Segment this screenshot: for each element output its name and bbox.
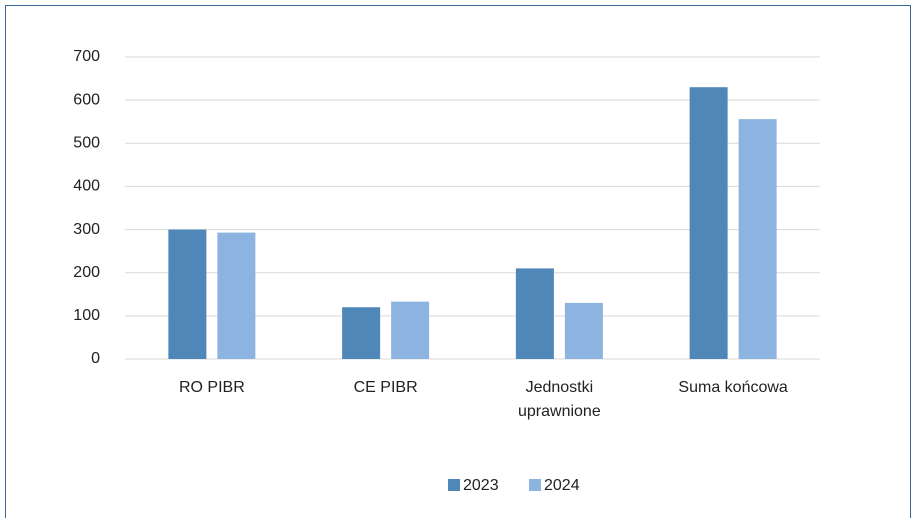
- x-tick-label: Suma końcowa: [678, 379, 788, 396]
- legend-swatch: [529, 479, 541, 491]
- legend-label: 2023: [463, 477, 499, 494]
- bar: [689, 87, 728, 359]
- y-tick-label: 400: [73, 178, 100, 195]
- y-tick-label: 700: [73, 48, 100, 65]
- bar: [168, 229, 207, 359]
- bar: [515, 268, 554, 359]
- bar: [217, 232, 256, 359]
- y-tick-label: 0: [91, 350, 100, 367]
- frame: [5, 5, 911, 518]
- legend-swatch: [448, 479, 460, 491]
- x-tick-label: RO PIBR: [178, 379, 245, 396]
- bar: [564, 302, 603, 359]
- bar: [391, 301, 430, 359]
- x-tick-label: Jednostki uprawnione: [518, 379, 601, 420]
- bar: [342, 307, 381, 359]
- y-tick-label: 100: [73, 307, 100, 324]
- y-tick-label: 500: [73, 135, 100, 152]
- y-tick-label: 200: [73, 264, 100, 281]
- legend-label: 2024: [544, 477, 580, 494]
- bar: [738, 119, 777, 359]
- y-tick-label: 600: [73, 91, 100, 108]
- x-tick-label: CE PIBR: [353, 379, 418, 396]
- y-tick-label: 300: [73, 221, 100, 238]
